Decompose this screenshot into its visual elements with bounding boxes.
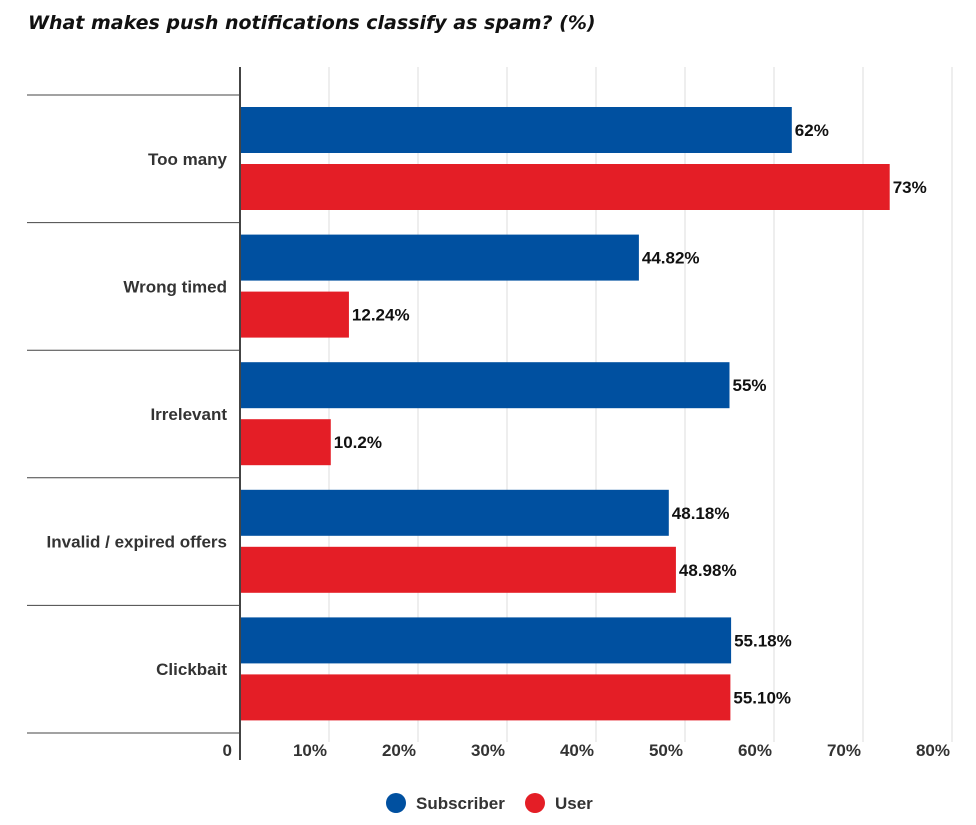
category-label: Too many [148, 150, 228, 169]
legend-marker [386, 793, 406, 813]
chart-title: What makes push notifications classify a… [28, 12, 596, 34]
data-label: 44.82% [642, 249, 700, 268]
data-label: 55.10% [733, 688, 791, 707]
data-label: 73% [893, 178, 927, 197]
x-tick-label: 50% [649, 741, 683, 760]
x-tick-label: 40% [560, 741, 594, 760]
bar [240, 674, 731, 721]
legend-marker [525, 793, 545, 813]
bar [240, 107, 792, 153]
bar [240, 546, 676, 593]
data-label: 55.18% [734, 631, 792, 650]
bar [240, 419, 331, 466]
x-tick-label: 10% [293, 741, 327, 760]
category-label: Invalid / expired offers [47, 533, 227, 552]
bar [240, 489, 669, 536]
data-label: 10.2% [334, 433, 382, 452]
category-separators [27, 94, 240, 734]
legend-label: User [555, 794, 593, 813]
bar [240, 617, 732, 664]
data-label: 48.18% [672, 504, 730, 523]
data-label: 62% [795, 121, 829, 140]
data-label: 48.98% [679, 561, 737, 580]
x-tick-label: 60% [738, 741, 772, 760]
x-tick-label: 30% [471, 741, 505, 760]
x-tick-label: 0 [223, 741, 232, 760]
category-label: Wrong timed [123, 277, 227, 296]
legend-label: Subscriber [416, 794, 505, 813]
category-label: Irrelevant [150, 405, 227, 424]
data-label: 55% [733, 376, 767, 395]
bar [240, 291, 349, 338]
x-tick-label: 80% [916, 741, 950, 760]
category-label: Clickbait [156, 660, 227, 679]
bar [240, 362, 730, 409]
bars [240, 107, 890, 721]
data-label: 12.24% [352, 306, 410, 325]
legend: Subscriber User [386, 793, 593, 813]
x-tick-label: 70% [827, 741, 861, 760]
x-tick-label: 20% [382, 741, 416, 760]
bar [240, 164, 890, 210]
bar [240, 234, 639, 281]
axis: 0 10% 20% 30% 40% 50% 60% 70% 80% [223, 67, 950, 760]
labels: 62% 73% Too many 44.82% 12.24% Wrong timed 55%… [47, 121, 927, 707]
